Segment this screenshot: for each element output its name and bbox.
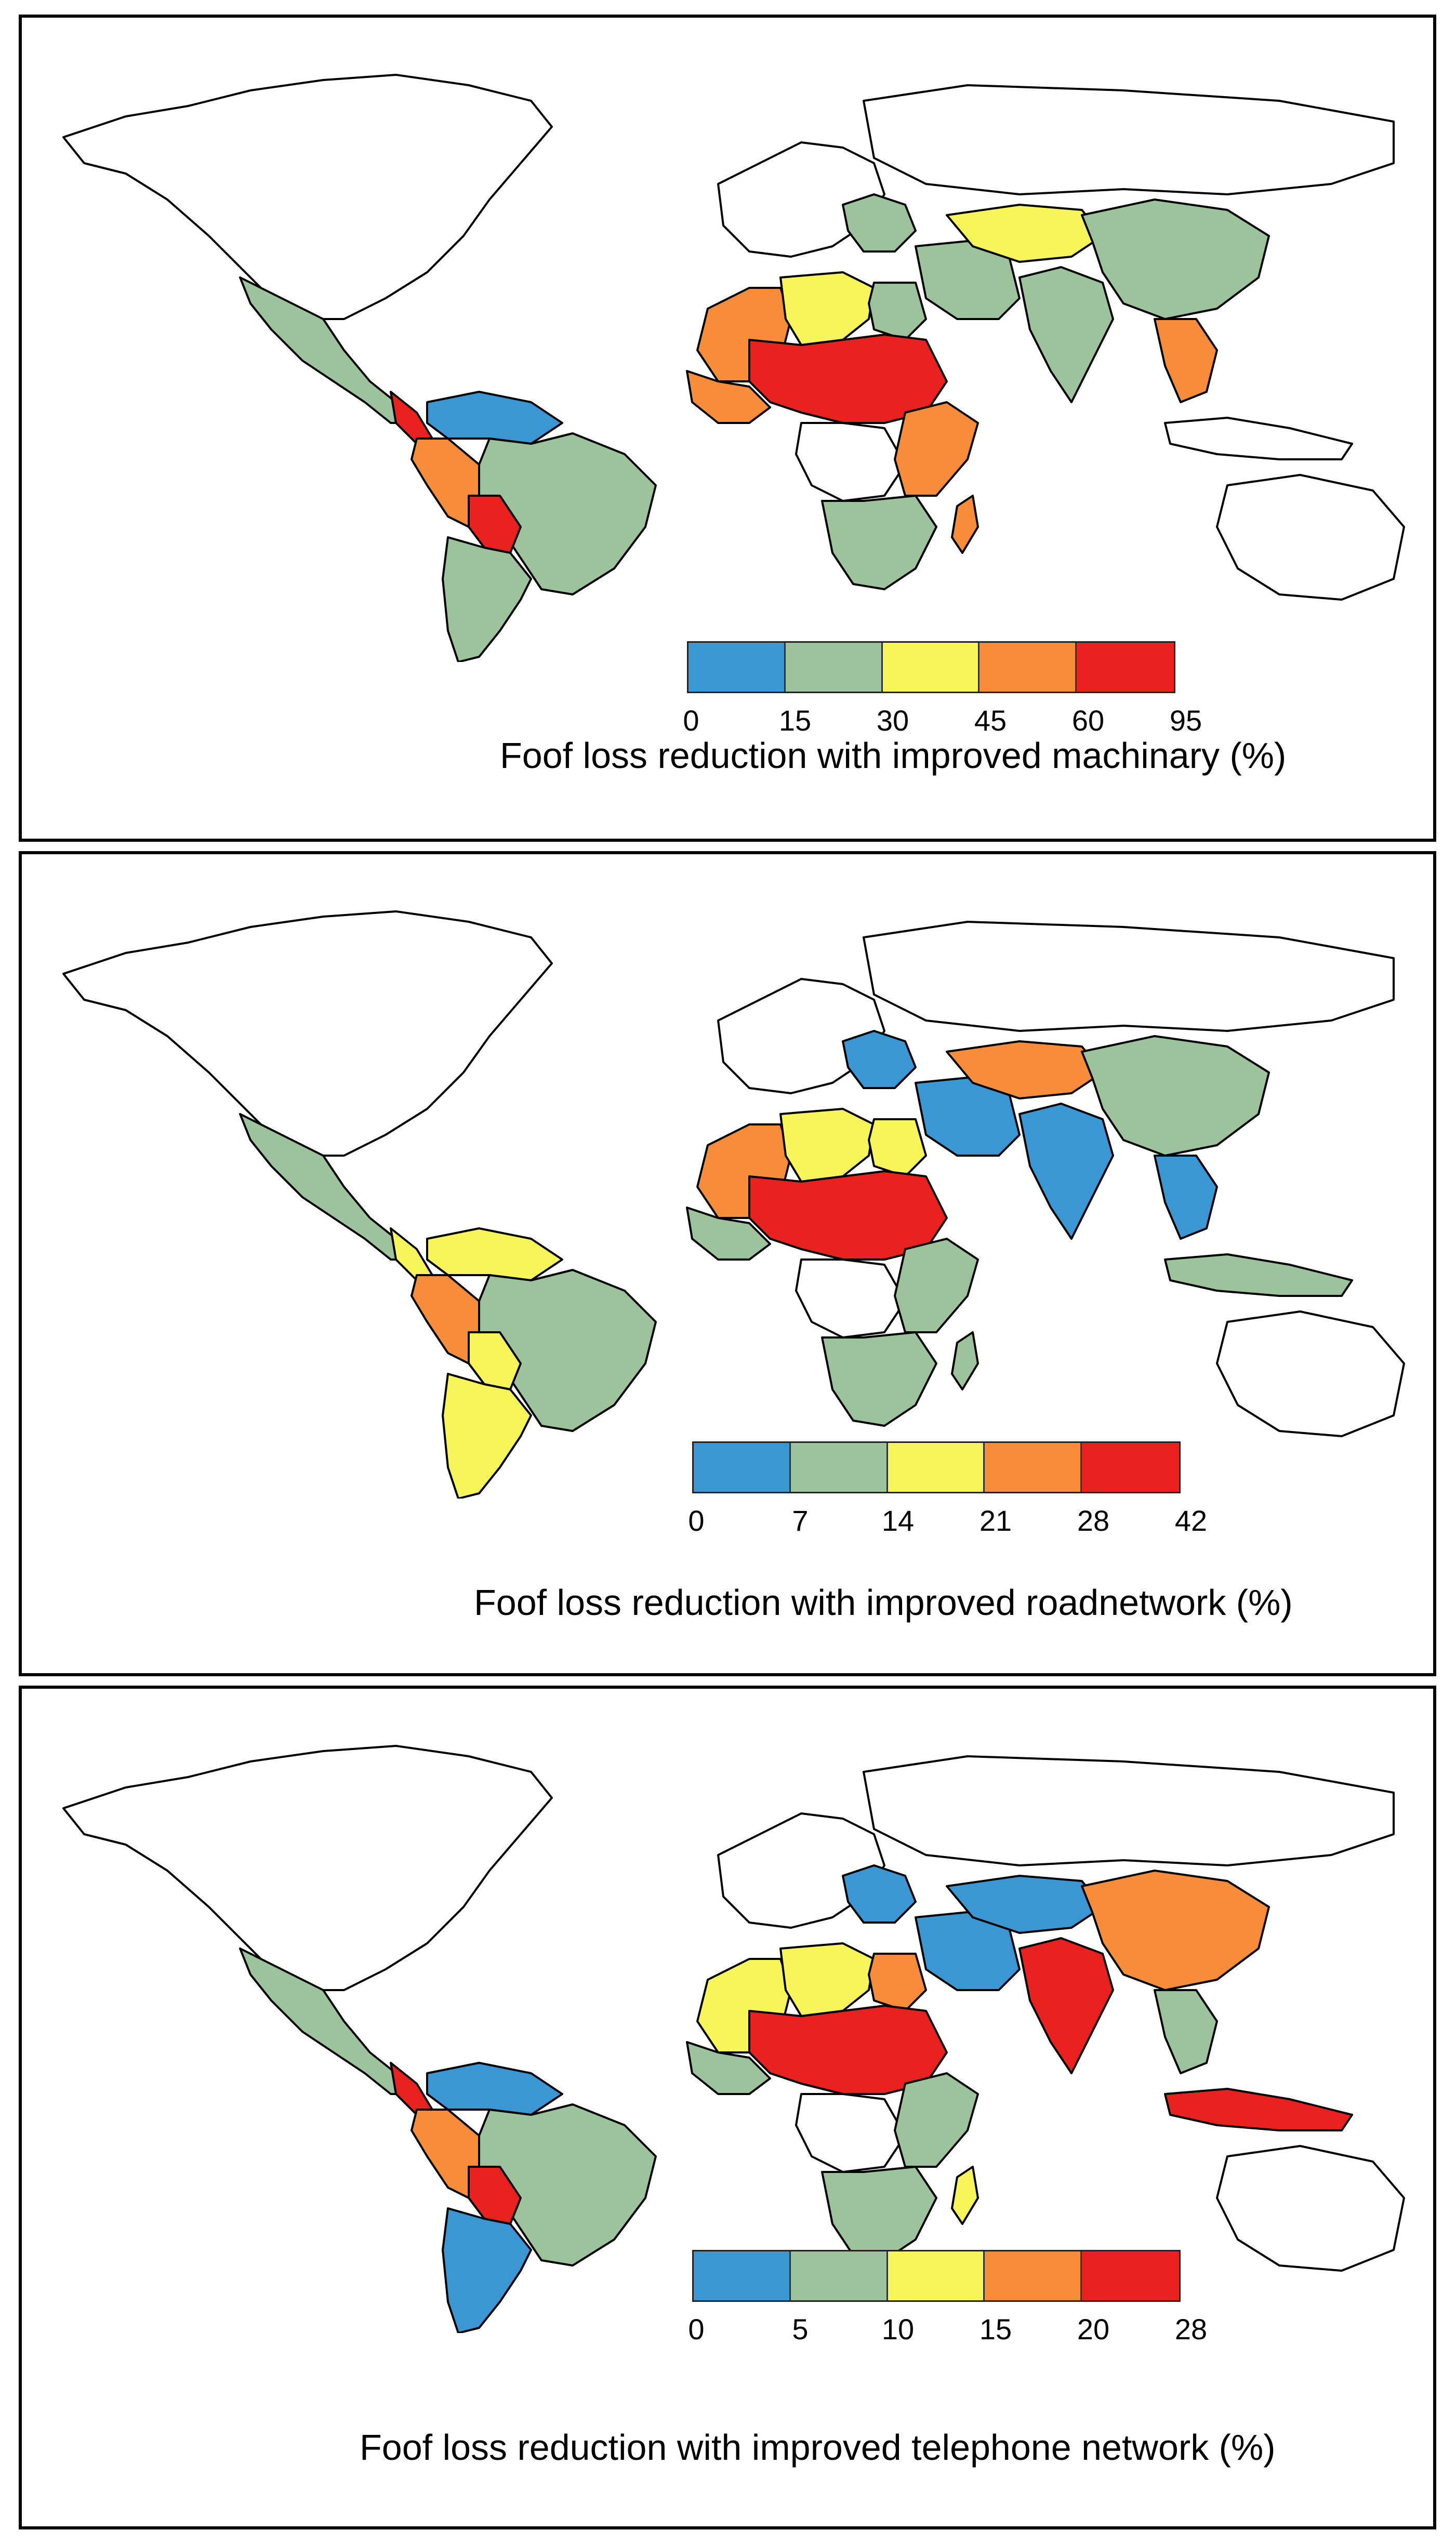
region-southern-africa [821,2166,937,2261]
legend-swatch-orange [985,2251,1082,2300]
region-southeast-asia [1154,1155,1218,1240]
world-map [62,74,1405,662]
legend-tick-label: 10 [881,2313,915,2346]
legend-swatch-red [1082,1443,1179,1492]
legend-swatch-yellow [888,2251,985,2300]
legend-caption: Foof loss reduction with improved roadne… [474,1582,1293,1623]
region-egypt [868,1953,927,2012]
region-central-asia [946,1875,1104,1934]
legend-caption: Foof loss reduction with improved machin… [500,735,1287,776]
region-south-asia [1018,1937,1114,2074]
region-east-africa [894,401,979,497]
legend-tick-label: 30 [876,704,909,737]
legend-tick-label: 0 [688,2313,705,2346]
region-south-north [426,2062,563,2116]
region-east-africa [894,2072,979,2168]
region-europe-east [842,1030,917,1089]
legend-tick-label: 14 [881,1504,915,1537]
region-south-asia [1018,1103,1114,1240]
legend-tick-label: 95 [1169,704,1202,737]
region-china [1081,1870,1270,1991]
legend-swatch-blue [694,2251,791,2300]
region-russia [863,1755,1395,1866]
legend-swatch-green [790,2251,888,2300]
region-south-north [426,1227,563,1281]
region-east-africa [894,1238,979,1333]
legend-tick-label: 20 [1077,2313,1110,2346]
legend-tick-label: 45 [974,704,1007,737]
region-indonesia [1164,1253,1353,1297]
region-russia [863,84,1395,195]
legend-swatch-blue [689,643,786,692]
legend-tick-label: 28 [1174,2313,1208,2346]
region-central-asia [946,1040,1104,1099]
region-west-africa-coast [686,1207,771,1261]
legend-swatch-blue [694,1443,791,1492]
region-southeast-asia [1154,1989,1218,2074]
region-north-america [62,910,553,1157]
map-panel-roadnetwork: 0 7 14 21 28 42 Foof loss reduction with impr… [19,851,1436,1676]
region-central-africa [795,1258,906,1339]
region-egypt [868,1118,927,1177]
legend-tick-label: 0 [683,704,699,737]
legend-tick-label: 5 [792,2313,809,2346]
region-central-africa [795,2093,906,2173]
region-southeast-asia [1154,318,1218,403]
region-europe-east [842,1864,917,1924]
region-south-asia [1018,266,1114,403]
region-west-africa-coast [686,2041,771,2095]
region-north-america [62,74,553,320]
region-central-asia [946,204,1104,263]
region-china [1081,198,1270,320]
world-map [62,1745,1405,2333]
legend-caption: Foof loss reduction with improved teleph… [360,2427,1276,2468]
legend-swatch-red [1082,2251,1179,2300]
region-central-africa [795,422,906,502]
legend-tick-label: 15 [778,704,812,737]
region-southern-cone [442,2207,532,2333]
legend-swatch-yellow [888,1443,985,1492]
region-china [1081,1035,1270,1157]
map-panel-machinery: 0 15 30 45 60 95 Foof loss reduction with imp… [19,15,1436,842]
legend-tick-label: 42 [1174,1504,1208,1537]
region-indonesia [1164,417,1353,460]
legend-color-bar [692,1441,1181,1493]
legend-tick-label: 0 [688,1504,705,1537]
region-north-america [62,1745,553,1991]
region-madagascar [951,2166,979,2225]
legend-color-bar [692,2250,1181,2302]
region-south-north [426,391,563,445]
region-australia [1216,2145,1405,2272]
region-north-africa-mid [779,1108,875,1183]
region-australia [1216,474,1405,601]
map-panel-telephone: 0 5 10 15 20 28 Foof loss reduction with impr… [19,1686,1436,2529]
legend-swatch-orange [980,643,1077,692]
region-southern-africa [821,495,937,590]
region-west-africa-coast [686,370,771,424]
legend-swatch-red [1077,643,1174,692]
region-madagascar [951,495,979,554]
legend-tick-label: 28 [1077,1504,1110,1537]
legend-swatch-green [785,643,883,692]
legend-swatch-green [790,1443,888,1492]
region-north-africa-mid [779,1942,875,2017]
region-indonesia [1164,2088,1353,2131]
region-southern-cone [442,536,532,662]
region-southern-africa [821,1331,937,1427]
legend-swatch-orange [985,1443,1082,1492]
legend-tick-label: 21 [979,1504,1012,1537]
region-madagascar [951,1331,979,1390]
region-europe-east [842,193,917,253]
legend-tick-label: 15 [979,2313,1012,2346]
region-russia [863,921,1395,1032]
region-north-africa-mid [779,271,875,346]
region-australia [1216,1310,1405,1437]
legend-tick-label: 60 [1071,704,1105,737]
region-egypt [868,282,927,341]
legend-swatch-yellow [882,643,980,692]
legend-tick-label: 7 [792,1504,809,1537]
region-southern-cone [442,1373,532,1499]
legend-color-bar [687,641,1175,693]
world-map [62,910,1405,1499]
